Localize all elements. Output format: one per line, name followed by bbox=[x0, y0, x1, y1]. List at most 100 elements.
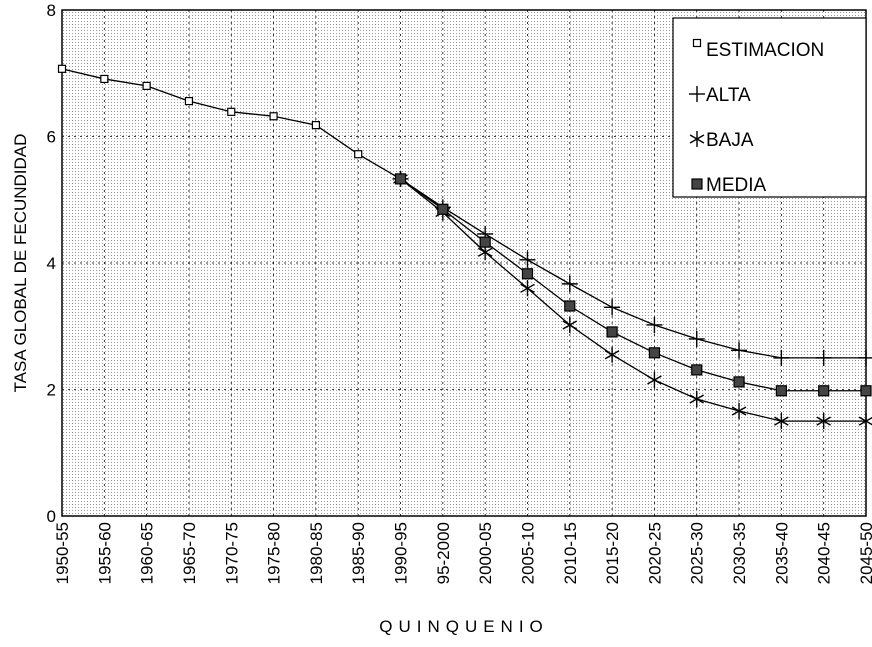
marker-part bbox=[269, 112, 278, 121]
marker-part bbox=[689, 394, 705, 404]
x-tick-label: 1970-75 bbox=[222, 522, 241, 584]
data-point bbox=[775, 385, 787, 397]
data-point bbox=[648, 347, 661, 359]
data-point bbox=[646, 316, 663, 333]
legend-label: MEDIA bbox=[706, 175, 767, 196]
data-point bbox=[564, 300, 576, 312]
data-point bbox=[142, 81, 151, 91]
data-point bbox=[227, 107, 236, 116]
marker-part bbox=[354, 150, 363, 159]
marker-part bbox=[774, 416, 789, 426]
marker-part bbox=[818, 385, 830, 397]
data-point bbox=[731, 342, 748, 359]
y-tick-label: 0 bbox=[47, 507, 56, 526]
x-tick-label: 2035-40 bbox=[772, 522, 791, 584]
data-point bbox=[858, 413, 872, 430]
x-axis-label: QUINQUENIO bbox=[379, 617, 549, 636]
data-point bbox=[562, 316, 578, 333]
marker-part bbox=[100, 74, 109, 84]
marker-part bbox=[564, 300, 576, 312]
data-point bbox=[604, 346, 620, 363]
x-tick-label: 1960-65 bbox=[138, 522, 157, 584]
x-tick-label: 2010-15 bbox=[561, 522, 580, 584]
x-tick-label: 1990-95 bbox=[392, 522, 411, 584]
marker-part bbox=[733, 376, 745, 388]
marker-part bbox=[520, 283, 535, 293]
data-point bbox=[184, 96, 194, 106]
legend-marker bbox=[692, 38, 702, 48]
legend-marker bbox=[689, 86, 705, 102]
y-tick-label: 6 bbox=[47, 128, 56, 147]
marker-part bbox=[477, 247, 493, 257]
marker-part bbox=[184, 96, 194, 106]
data-point bbox=[561, 275, 578, 292]
data-point bbox=[816, 413, 831, 430]
x-tick-label: 2000-05 bbox=[476, 522, 495, 584]
marker-part bbox=[691, 178, 703, 190]
data-point bbox=[733, 376, 745, 388]
marker-part bbox=[731, 406, 747, 416]
data-point bbox=[688, 330, 705, 347]
data-point bbox=[269, 112, 278, 121]
data-point bbox=[860, 385, 872, 397]
marker-part bbox=[142, 81, 151, 91]
legend-marker bbox=[689, 131, 705, 147]
data-point bbox=[394, 173, 407, 185]
x-tick-label: 95-2000 bbox=[434, 522, 453, 584]
x-tick-label: 1985-90 bbox=[349, 522, 368, 584]
marker-part bbox=[689, 134, 705, 144]
marker-part bbox=[692, 38, 702, 48]
x-tick-label: 2040-45 bbox=[815, 522, 834, 584]
legend-label: ESTIMACION bbox=[706, 40, 824, 61]
y-tick-label: 4 bbox=[47, 254, 56, 273]
data-point bbox=[689, 390, 705, 407]
x-tick-label: 2015-20 bbox=[603, 522, 622, 584]
data-point bbox=[606, 326, 618, 338]
data-point bbox=[519, 251, 536, 268]
marker-part bbox=[521, 268, 534, 280]
marker-part bbox=[604, 350, 620, 360]
marker-part bbox=[647, 375, 662, 385]
x-tick-label: 1965-70 bbox=[180, 522, 199, 584]
y-axis-label: TASA GLOBAL DE FECUNDIDAD bbox=[11, 134, 30, 393]
legend-label: ALTA bbox=[706, 85, 751, 106]
data-point bbox=[774, 413, 789, 430]
y-tick-label: 8 bbox=[47, 1, 56, 20]
marker-part bbox=[858, 416, 872, 426]
x-tick-label: 1950-55 bbox=[53, 522, 72, 584]
series-line bbox=[400, 178, 866, 422]
data-point bbox=[731, 403, 747, 420]
data-point bbox=[57, 64, 67, 73]
marker-part bbox=[394, 173, 407, 185]
data-point bbox=[815, 349, 832, 366]
data-point bbox=[479, 236, 491, 248]
data-point bbox=[604, 299, 621, 316]
marker-part bbox=[311, 121, 320, 130]
series-line bbox=[400, 178, 866, 392]
data-point bbox=[311, 121, 320, 130]
x-tick-label: 1975-80 bbox=[265, 522, 284, 584]
marker-part bbox=[57, 64, 67, 73]
x-tick-label: 2020-25 bbox=[645, 522, 664, 584]
marker-part bbox=[775, 385, 787, 397]
marker-part bbox=[227, 107, 236, 116]
data-point bbox=[858, 349, 872, 366]
x-tick-label: 2045-50 bbox=[857, 522, 872, 584]
marker-part bbox=[606, 326, 618, 338]
marker-part bbox=[562, 320, 578, 330]
marker-part bbox=[648, 347, 661, 359]
marker-part bbox=[816, 416, 831, 426]
data-point bbox=[691, 364, 703, 376]
data-point bbox=[354, 150, 363, 159]
marker-part bbox=[437, 203, 449, 215]
x-tick-label: 2025-30 bbox=[688, 522, 707, 584]
legend-label: BAJA bbox=[706, 130, 754, 151]
data-point bbox=[818, 385, 830, 397]
data-point bbox=[647, 372, 662, 389]
legend-marker bbox=[691, 178, 703, 190]
x-tick-label: 2005-10 bbox=[518, 522, 537, 584]
marker-part bbox=[860, 385, 872, 397]
data-point bbox=[521, 268, 534, 280]
x-tick-label: 2030-35 bbox=[730, 522, 749, 584]
